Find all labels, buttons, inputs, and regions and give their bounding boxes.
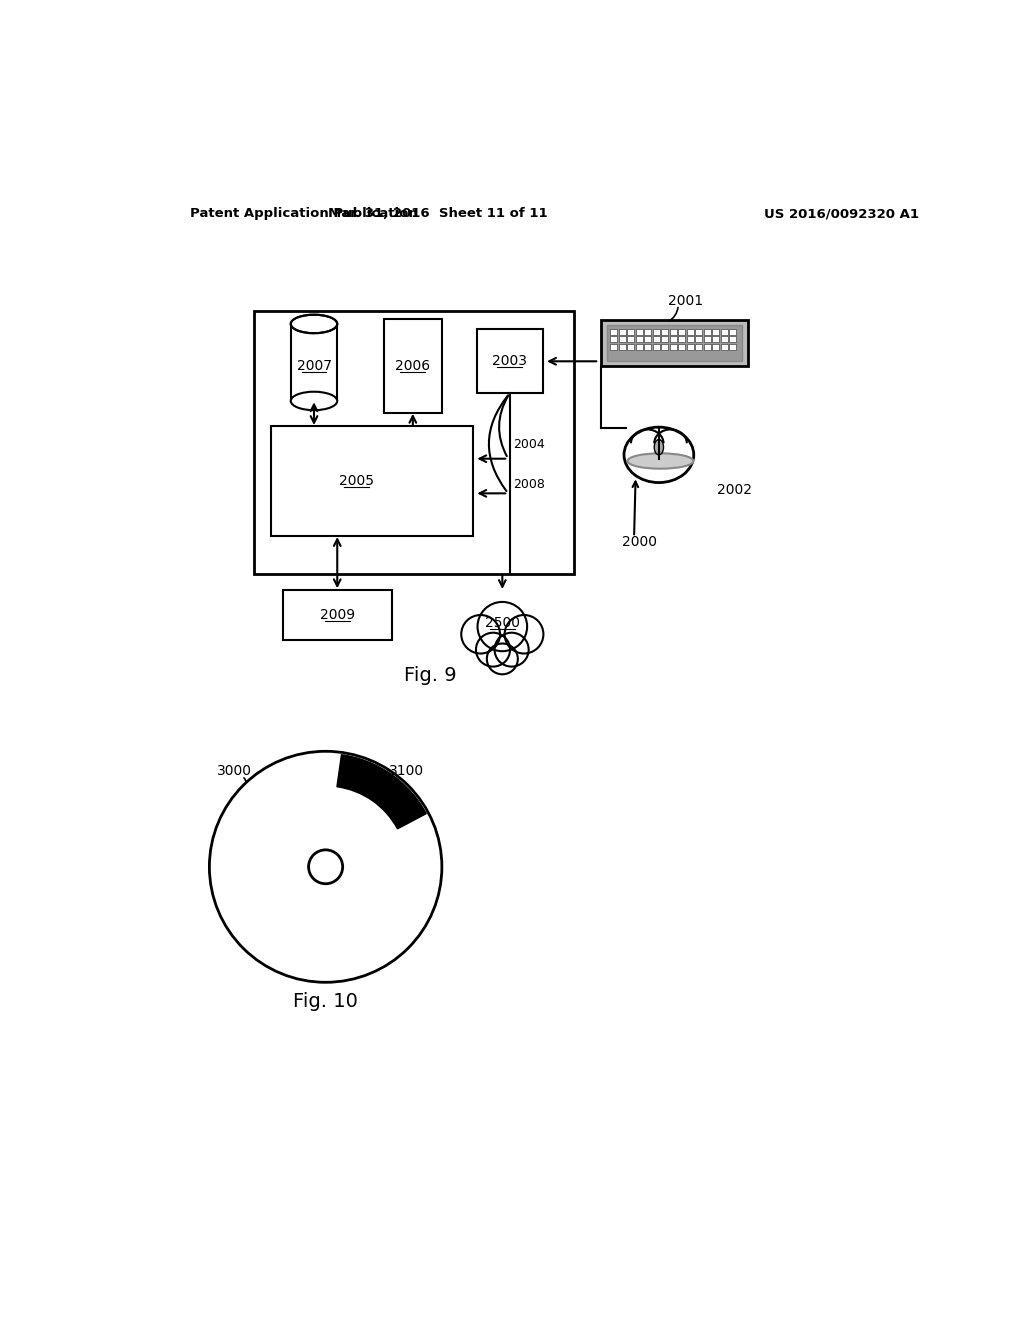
Bar xyxy=(678,345,685,350)
Bar xyxy=(662,329,669,335)
Bar xyxy=(644,345,651,350)
Bar xyxy=(703,345,711,350)
Bar xyxy=(729,337,736,342)
Bar xyxy=(627,329,634,335)
Bar xyxy=(721,329,728,335)
Bar xyxy=(618,337,626,342)
Bar xyxy=(627,337,634,342)
Bar xyxy=(610,329,617,335)
Text: Patent Application Publication: Patent Application Publication xyxy=(190,207,418,220)
Bar xyxy=(610,345,617,350)
Text: 2005: 2005 xyxy=(339,474,374,488)
Text: 2004: 2004 xyxy=(514,438,546,451)
Bar xyxy=(729,329,736,335)
Text: 2008: 2008 xyxy=(514,478,546,491)
Bar xyxy=(652,329,659,335)
Ellipse shape xyxy=(654,440,664,455)
Bar xyxy=(687,329,693,335)
Bar xyxy=(254,312,573,574)
Text: US 2016/0092320 A1: US 2016/0092320 A1 xyxy=(764,207,919,220)
Bar xyxy=(477,330,543,393)
Text: 2001: 2001 xyxy=(669,294,703,308)
Bar xyxy=(644,337,651,342)
Bar xyxy=(618,345,626,350)
Ellipse shape xyxy=(505,615,544,653)
Text: 3000: 3000 xyxy=(217,764,252,779)
Text: 2009: 2009 xyxy=(319,607,354,622)
Ellipse shape xyxy=(291,314,337,333)
Bar xyxy=(670,337,677,342)
Bar xyxy=(607,326,741,360)
Bar xyxy=(384,318,442,412)
Bar xyxy=(695,329,702,335)
Bar xyxy=(662,345,669,350)
Bar xyxy=(721,345,728,350)
Bar xyxy=(636,329,643,335)
Bar xyxy=(678,337,685,342)
Bar xyxy=(721,337,728,342)
Bar xyxy=(713,345,719,350)
Bar xyxy=(713,337,719,342)
Bar xyxy=(601,321,748,367)
Bar xyxy=(695,337,702,342)
Bar xyxy=(687,345,693,350)
Bar xyxy=(670,329,677,335)
Bar xyxy=(662,337,669,342)
Bar xyxy=(713,329,719,335)
Bar xyxy=(652,345,659,350)
Text: 2006: 2006 xyxy=(395,359,430,372)
Bar xyxy=(652,337,659,342)
Ellipse shape xyxy=(628,453,693,469)
Bar xyxy=(618,329,626,335)
Text: 2002: 2002 xyxy=(717,483,752,496)
Bar xyxy=(610,337,617,342)
Ellipse shape xyxy=(486,644,518,675)
Text: 2003: 2003 xyxy=(493,354,527,368)
Ellipse shape xyxy=(477,602,527,651)
Bar xyxy=(695,345,702,350)
Bar xyxy=(644,329,651,335)
Bar xyxy=(283,590,391,640)
Wedge shape xyxy=(337,755,426,829)
Bar xyxy=(687,337,693,342)
Ellipse shape xyxy=(495,632,528,667)
Ellipse shape xyxy=(291,314,337,333)
Bar xyxy=(291,323,337,401)
Ellipse shape xyxy=(291,392,337,411)
Text: Fig. 10: Fig. 10 xyxy=(293,993,358,1011)
Bar xyxy=(627,345,634,350)
Bar xyxy=(636,337,643,342)
Text: 3100: 3100 xyxy=(389,764,424,779)
Bar xyxy=(678,329,685,335)
Bar xyxy=(729,345,736,350)
Bar xyxy=(271,426,473,536)
Bar xyxy=(636,345,643,350)
Text: 2007: 2007 xyxy=(297,359,332,374)
Text: 2500: 2500 xyxy=(484,615,520,630)
Bar xyxy=(670,345,677,350)
Ellipse shape xyxy=(624,428,693,483)
Text: 2000: 2000 xyxy=(622,535,657,549)
Ellipse shape xyxy=(461,615,500,653)
Bar xyxy=(703,337,711,342)
Text: Mar. 31, 2016  Sheet 11 of 11: Mar. 31, 2016 Sheet 11 of 11 xyxy=(328,207,548,220)
Text: Fig. 9: Fig. 9 xyxy=(403,667,457,685)
Ellipse shape xyxy=(476,632,510,667)
Bar xyxy=(703,329,711,335)
